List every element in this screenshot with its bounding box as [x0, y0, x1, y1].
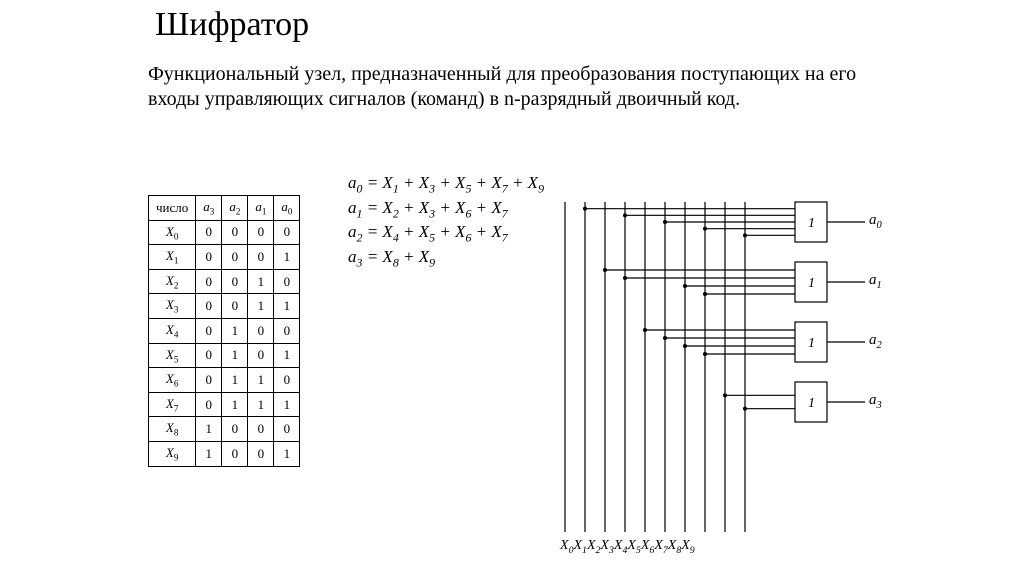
equation: a2 = X4 + X5 + X6 + X7 — [348, 221, 544, 246]
svg-text:1: 1 — [808, 276, 815, 291]
table-row: X10001 — [149, 245, 300, 270]
equation: a3 = X8 + X9 — [348, 246, 544, 271]
table-header: a2 — [222, 196, 248, 221]
input-labels: X0X1X2X3X4X5X6X7X8X9 — [560, 538, 695, 556]
svg-text:1: 1 — [808, 336, 815, 351]
svg-text:1: 1 — [808, 396, 815, 411]
page-description: Функциональный узел, предназначенный для… — [148, 62, 868, 112]
output-label: a3 — [869, 392, 882, 411]
table-row: X60110 — [149, 368, 300, 393]
table-row: X40100 — [149, 318, 300, 343]
table-row: X30011 — [149, 294, 300, 319]
page-title: Шифратор — [155, 6, 309, 44]
equations: a0 = X1 + X3 + X5 + X7 + X9a1 = X2 + X3 … — [348, 172, 544, 271]
output-label: a2 — [869, 332, 882, 351]
equation: a0 = X1 + X3 + X5 + X7 + X9 — [348, 172, 544, 197]
equation: a1 = X2 + X3 + X6 + X7 — [348, 197, 544, 222]
table-row: X50101 — [149, 343, 300, 368]
output-label: a0 — [869, 212, 882, 231]
table-row: X91001 — [149, 441, 300, 466]
table-row: X20010 — [149, 269, 300, 294]
table-header: a3 — [196, 196, 222, 221]
encoder-diagram: 1 1 1 1 — [535, 182, 895, 542]
table-header: a0 — [274, 196, 300, 221]
truth-table: числоa3a2a1a0 X00000X10001X20010X30011X4… — [148, 195, 300, 467]
table-row: X70111 — [149, 392, 300, 417]
table-row: X00000 — [149, 220, 300, 245]
table-header: число — [149, 196, 196, 221]
table-header: a1 — [248, 196, 274, 221]
table-row: X81000 — [149, 417, 300, 442]
output-label: a1 — [869, 272, 882, 291]
svg-text:1: 1 — [808, 216, 815, 231]
